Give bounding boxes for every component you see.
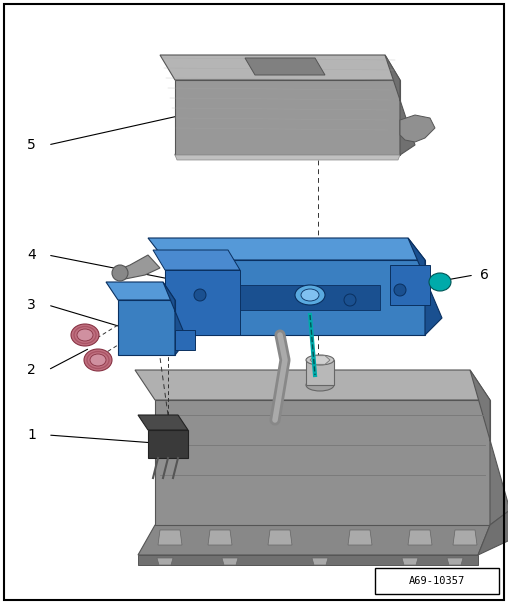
- Polygon shape: [135, 370, 490, 400]
- Polygon shape: [148, 238, 425, 260]
- Polygon shape: [158, 530, 182, 545]
- Ellipse shape: [77, 329, 93, 341]
- Ellipse shape: [306, 355, 334, 365]
- Polygon shape: [245, 58, 325, 75]
- Circle shape: [394, 284, 406, 296]
- Polygon shape: [175, 155, 400, 160]
- Ellipse shape: [90, 354, 106, 366]
- Polygon shape: [153, 250, 240, 270]
- Polygon shape: [155, 400, 490, 525]
- Text: 4: 4: [27, 248, 36, 262]
- Polygon shape: [348, 530, 372, 545]
- Polygon shape: [390, 265, 430, 305]
- Circle shape: [194, 289, 206, 301]
- Polygon shape: [118, 300, 175, 355]
- Circle shape: [112, 265, 128, 281]
- Polygon shape: [138, 555, 478, 565]
- Text: A69-10357: A69-10357: [409, 576, 465, 586]
- Polygon shape: [453, 530, 477, 545]
- Ellipse shape: [429, 273, 451, 291]
- Polygon shape: [268, 530, 292, 545]
- Polygon shape: [312, 558, 328, 565]
- Polygon shape: [138, 415, 188, 430]
- Polygon shape: [163, 282, 187, 355]
- Polygon shape: [175, 80, 400, 155]
- Polygon shape: [408, 238, 442, 335]
- Polygon shape: [138, 525, 490, 555]
- Polygon shape: [402, 558, 418, 565]
- Ellipse shape: [306, 379, 334, 391]
- Polygon shape: [400, 115, 435, 142]
- Polygon shape: [222, 558, 238, 565]
- Circle shape: [344, 294, 356, 306]
- Polygon shape: [208, 530, 232, 545]
- Text: 6: 6: [480, 268, 489, 282]
- Ellipse shape: [295, 285, 325, 305]
- Polygon shape: [470, 370, 508, 525]
- Ellipse shape: [84, 349, 112, 371]
- Polygon shape: [385, 55, 415, 155]
- Polygon shape: [118, 255, 160, 280]
- Polygon shape: [175, 330, 195, 350]
- Polygon shape: [310, 356, 330, 364]
- Polygon shape: [106, 282, 175, 300]
- Ellipse shape: [301, 289, 319, 301]
- Bar: [306, 360, 334, 385]
- Bar: [375, 568, 499, 594]
- Polygon shape: [175, 120, 410, 155]
- Text: 3: 3: [27, 298, 36, 312]
- Polygon shape: [148, 430, 188, 458]
- Text: 1: 1: [27, 428, 36, 442]
- Text: 5: 5: [27, 138, 36, 152]
- Polygon shape: [160, 55, 400, 80]
- Text: 2: 2: [27, 363, 36, 377]
- Ellipse shape: [71, 324, 99, 346]
- Polygon shape: [165, 260, 425, 335]
- Polygon shape: [478, 510, 508, 555]
- Polygon shape: [240, 285, 380, 310]
- Polygon shape: [165, 270, 240, 335]
- Polygon shape: [408, 530, 432, 545]
- Polygon shape: [157, 558, 173, 565]
- Polygon shape: [447, 558, 463, 565]
